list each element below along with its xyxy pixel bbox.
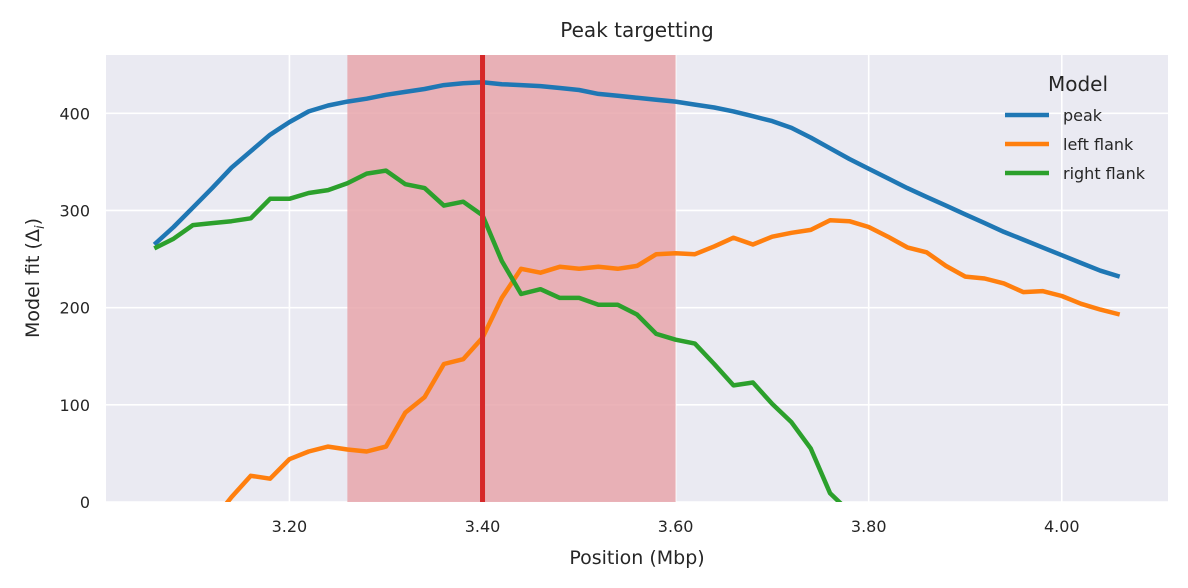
series-line-right-flank: [153, 168, 843, 502]
legend-label-peak: peak: [1063, 106, 1103, 125]
y-tick-labels: 0 100 200 300 400: [59, 104, 90, 512]
y-axis-label-subscript: i: [33, 225, 48, 229]
legend-title: Model: [1048, 72, 1108, 96]
legend: Model peak left flank right flank: [1005, 72, 1146, 183]
x-tick-label: 3.80: [851, 517, 887, 536]
legend-items: peak left flank right flank: [1005, 106, 1146, 183]
x-tick-label: 3.40: [465, 517, 501, 536]
legend-label-right-flank: right flank: [1063, 164, 1146, 183]
series-line-left-flank: [224, 217, 1121, 502]
y-tick-label: 200: [59, 299, 90, 318]
y-axis-label-main: Model fit (Δ: [22, 229, 44, 338]
x-tick-label: 4.00: [1044, 517, 1080, 536]
x-tick-labels: 3.20 3.40 3.60 3.80 4.00: [272, 517, 1080, 536]
legend-label-left-flank: left flank: [1063, 135, 1134, 154]
x-tick-label: 3.60: [658, 517, 694, 536]
y-tick-label: 100: [59, 396, 90, 415]
y-axis-label: Model fit (Δi): [22, 218, 48, 338]
series-line-peak: [152, 79, 1121, 279]
chart-title: Peak targetting: [560, 18, 713, 42]
x-tick-label: 3.20: [272, 517, 308, 536]
x-axis-label: Position (Mbp): [569, 547, 704, 569]
y-tick-label: 400: [59, 104, 90, 123]
series-lines: [152, 79, 1121, 502]
y-tick-label: 0: [80, 493, 90, 512]
y-axis-label-close: ): [22, 218, 44, 225]
plot-area: [106, 55, 1168, 503]
y-tick-label: 300: [59, 201, 90, 220]
